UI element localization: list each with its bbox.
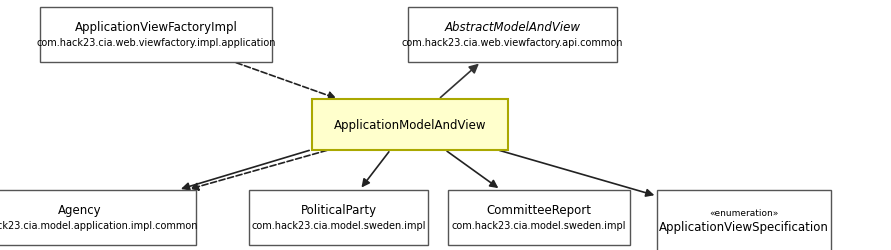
Text: com.hack23.cia.model.application.impl.common: com.hack23.cia.model.application.impl.co… bbox=[0, 220, 199, 230]
Text: Agency: Agency bbox=[59, 203, 102, 216]
FancyBboxPatch shape bbox=[408, 8, 617, 62]
Text: «enumeration»: «enumeration» bbox=[709, 208, 779, 217]
FancyBboxPatch shape bbox=[249, 190, 428, 245]
Text: com.hack23.cia.model.sweden.impl: com.hack23.cia.model.sweden.impl bbox=[452, 220, 626, 230]
Text: com.hack23.cia.model.sweden.impl: com.hack23.cia.model.sweden.impl bbox=[251, 220, 426, 230]
FancyBboxPatch shape bbox=[312, 100, 508, 150]
Text: com.hack23.cia.web.viewfactory.impl.application: com.hack23.cia.web.viewfactory.impl.appl… bbox=[37, 38, 275, 48]
FancyBboxPatch shape bbox=[40, 8, 272, 62]
Text: ApplicationViewFactoryImpl: ApplicationViewFactoryImpl bbox=[75, 21, 237, 34]
Text: CommitteeReport: CommitteeReport bbox=[486, 203, 592, 216]
Text: ApplicationModelAndView: ApplicationModelAndView bbox=[333, 118, 486, 132]
FancyBboxPatch shape bbox=[658, 190, 830, 250]
FancyBboxPatch shape bbox=[447, 190, 631, 245]
FancyBboxPatch shape bbox=[0, 190, 196, 245]
Text: PoliticalParty: PoliticalParty bbox=[300, 203, 377, 216]
Text: com.hack23.cia.web.viewfactory.api.common: com.hack23.cia.web.viewfactory.api.commo… bbox=[402, 38, 623, 48]
Text: AbstractModelAndView: AbstractModelAndView bbox=[445, 21, 580, 34]
Text: ApplicationViewSpecification: ApplicationViewSpecification bbox=[659, 220, 829, 233]
